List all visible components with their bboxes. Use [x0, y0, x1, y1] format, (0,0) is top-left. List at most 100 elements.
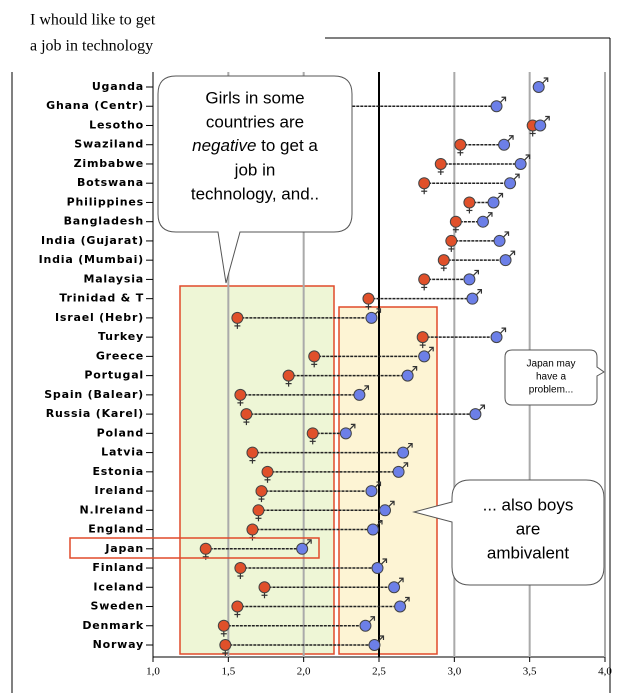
- dot: [514, 157, 527, 170]
- symbol: [402, 462, 409, 469]
- symbol: [406, 443, 413, 450]
- dot: [308, 350, 321, 363]
- y-tick-label: N.Ireland: [80, 503, 144, 516]
- y-tick-label: Swaziland: [74, 138, 144, 151]
- y-tick-label: Botswana: [77, 176, 144, 189]
- dot: [392, 465, 405, 478]
- symbol: [370, 616, 376, 621]
- symbol: [378, 635, 384, 642]
- symbol: [504, 231, 510, 236]
- callout-line: ... also boys: [483, 495, 574, 514]
- symbol: [543, 77, 549, 82]
- dot: [469, 408, 482, 421]
- y-tick-label: Poland: [97, 426, 144, 439]
- symbol: [542, 77, 549, 84]
- dot: [463, 273, 476, 286]
- y-tick-label: Spain (Balear): [44, 388, 144, 401]
- dot: [234, 562, 247, 575]
- highlight-box: [338, 306, 438, 655]
- dot: [339, 427, 352, 440]
- dot: [359, 619, 372, 632]
- y-tick-label: Sweden: [90, 600, 144, 613]
- x-tick-label: 2,5: [372, 666, 386, 678]
- symbol: [381, 558, 387, 565]
- symbol: [486, 212, 493, 219]
- dot: [234, 388, 247, 401]
- symbol: [515, 173, 520, 179]
- dot: [252, 504, 265, 517]
- dot: [418, 273, 431, 286]
- dot: [365, 485, 378, 498]
- dot: [255, 485, 268, 498]
- dot: [199, 542, 212, 555]
- y-tick-label: Ireland: [95, 484, 144, 497]
- dot: [434, 157, 447, 170]
- symbol: [475, 289, 482, 296]
- dot: [397, 446, 410, 459]
- symbol: [379, 635, 385, 640]
- symbol: [487, 212, 493, 217]
- symbol: [429, 346, 434, 352]
- symbol: [510, 250, 516, 256]
- symbol: [376, 481, 382, 487]
- symbol: [513, 173, 520, 180]
- callout-line: job in: [234, 160, 276, 179]
- symbol: [377, 519, 383, 525]
- symbol: [376, 308, 382, 313]
- dot: [466, 292, 479, 305]
- callout-line: to get a: [261, 136, 318, 155]
- y-tick-label: Iceland: [93, 580, 144, 593]
- y-tick-label: Uganda: [92, 80, 144, 93]
- symbol: [479, 404, 485, 411]
- y-tick-label: India (Mumbai): [39, 253, 144, 266]
- symbol: [524, 154, 531, 161]
- y-tick-label: Turkey: [98, 330, 144, 343]
- dot: [240, 408, 253, 421]
- y-tick-label: England: [88, 523, 144, 536]
- y-tick-label: Ghana (Centr): [46, 99, 144, 112]
- symbol: [307, 539, 312, 544]
- dot: [388, 581, 401, 594]
- dot: [246, 446, 259, 459]
- x-tick-label: 1,5: [221, 666, 235, 678]
- x-tick-label: 4,0: [598, 666, 612, 678]
- dot: [499, 254, 512, 267]
- dot: [371, 562, 384, 575]
- symbol: [305, 539, 312, 546]
- dot: [418, 177, 431, 190]
- callout-emphasis: negative: [192, 136, 256, 155]
- dot: [306, 427, 319, 440]
- symbol: [503, 231, 509, 238]
- dot: [219, 639, 232, 651]
- dot: [296, 542, 309, 555]
- symbol: [364, 385, 370, 390]
- y-tick-label: Japan: [104, 542, 144, 555]
- symbol: [375, 308, 381, 315]
- dot: [534, 119, 547, 132]
- symbol: [543, 116, 550, 122]
- symbol: [427, 346, 434, 353]
- symbol: [349, 423, 356, 430]
- symbol: [498, 192, 504, 198]
- dot: [379, 504, 392, 517]
- callout-line: countries are: [206, 112, 304, 131]
- dot: [498, 138, 511, 151]
- dot: [449, 215, 462, 228]
- x-tick-label: 2,0: [297, 666, 311, 678]
- y-tick-label: Portugal: [84, 369, 144, 382]
- dot: [362, 292, 375, 305]
- symbol: [388, 500, 395, 507]
- dot: [532, 81, 545, 93]
- symbol: [405, 596, 410, 602]
- symbol: [525, 154, 531, 159]
- dot: [261, 465, 274, 478]
- symbol: [509, 135, 514, 140]
- symbol: [480, 404, 486, 410]
- dot: [490, 331, 503, 344]
- dot: [487, 196, 500, 209]
- symbol: [403, 462, 409, 467]
- x-tick-label: 3,5: [523, 666, 537, 678]
- y-tick-label: Israel (Hebr): [55, 311, 144, 324]
- callout-line: have a: [536, 372, 566, 383]
